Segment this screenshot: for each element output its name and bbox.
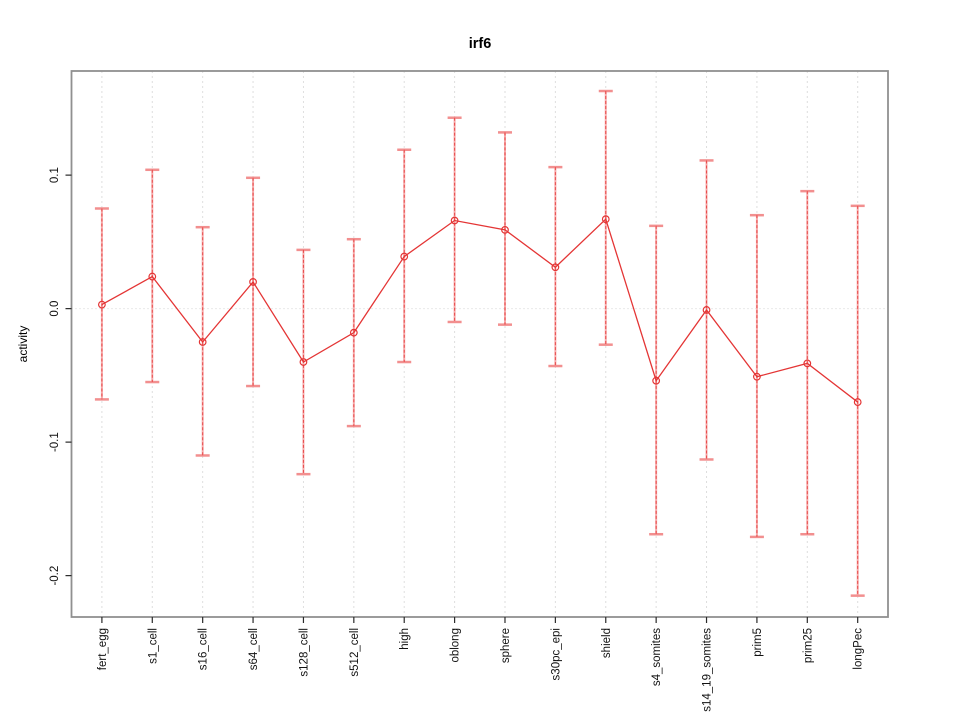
y-tick-label: -0.1 <box>49 432 61 452</box>
x-tick-label: high <box>399 628 411 650</box>
x-tick-label: shield <box>601 628 613 658</box>
data-point <box>198 338 207 346</box>
x-tick-label: longPec <box>853 628 865 670</box>
data-point <box>349 328 358 337</box>
mean-line <box>101 217 859 403</box>
x-tick-label: s1_cell <box>147 628 159 664</box>
x-tick-label: oblong <box>450 628 462 663</box>
y-axis-title: activity <box>16 326 30 363</box>
x-tick-label: s30pc_epi <box>550 628 562 680</box>
y-tick-label: -0.2 <box>49 566 61 586</box>
x-tick-label: s128_cell <box>298 628 310 677</box>
y-tick-label: 0.0 <box>49 301 61 317</box>
x-tick-label: s64_cell <box>248 628 260 670</box>
y-tick-label: 0.1 <box>49 167 61 183</box>
data-point <box>249 278 257 286</box>
data-point <box>501 225 509 234</box>
x-tick-label: s4_somites <box>651 628 663 686</box>
x-tick-label: fert_egg <box>97 628 109 670</box>
data-point <box>97 300 106 309</box>
x-tick-label: s512_cell <box>349 628 361 677</box>
chart-title: irf6 <box>468 36 492 52</box>
x-tick-label: s16_cell <box>198 628 210 670</box>
data-point <box>601 215 610 224</box>
data-point <box>702 306 711 314</box>
x-tick-label: sphere <box>500 628 512 663</box>
data-point <box>400 252 409 261</box>
data-point <box>148 272 157 281</box>
x-tick-label: s14_19_somites <box>702 628 714 712</box>
x-tick-label: prim5 <box>752 628 764 657</box>
data-point <box>803 359 812 368</box>
data-point <box>652 376 661 385</box>
plot-border <box>70 70 889 618</box>
x-tick-label: prim25 <box>802 628 814 663</box>
data-point <box>551 263 560 272</box>
data-point <box>853 398 862 406</box>
data-point <box>450 216 459 225</box>
data-point <box>299 358 308 366</box>
data-point <box>753 372 761 381</box>
